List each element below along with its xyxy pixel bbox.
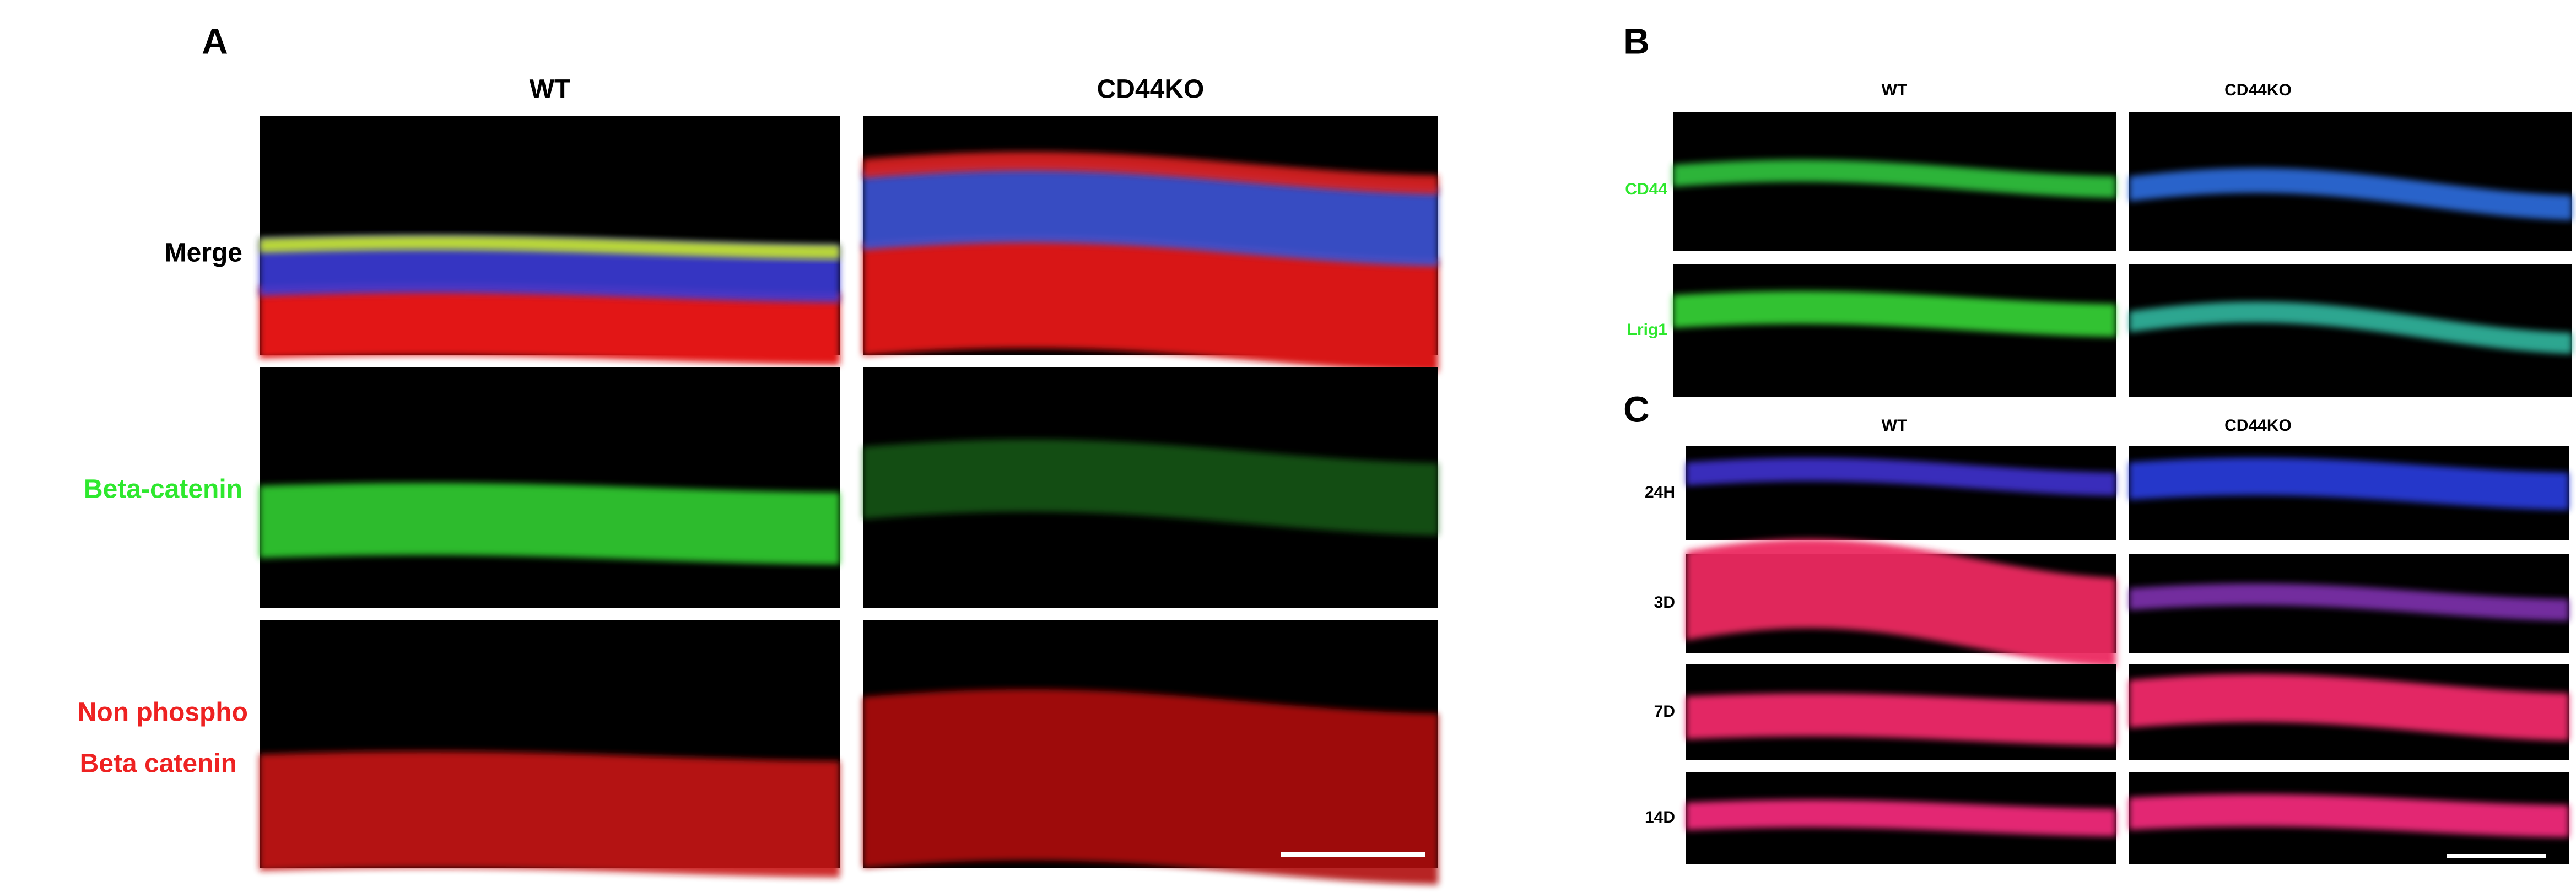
column-header: CD44KO: [1097, 75, 1205, 104]
panel-label: C: [1623, 388, 1650, 429]
column-header: WT: [530, 75, 571, 104]
column-header: CD44KO: [2224, 81, 2292, 99]
tissue-layer: [260, 235, 840, 260]
row-label: Beta-catenin: [84, 475, 242, 504]
tissue-layer: [863, 439, 1438, 536]
tissue-layer: [2129, 167, 2572, 220]
tissue-layer: [1673, 159, 2116, 198]
tissue-layer: [2129, 457, 2569, 510]
row-label: CD44: [1625, 180, 1667, 198]
row-label: 7D: [1654, 702, 1675, 721]
tissue-layer: [260, 751, 840, 878]
row-label: Non phospho: [78, 698, 248, 727]
tissue-layer: [1686, 539, 2116, 668]
tissue-layer: [2129, 674, 2569, 741]
row-label: 24H: [1645, 483, 1675, 501]
tissue-layer: [2129, 794, 2569, 838]
tissue-layer: [1686, 457, 2116, 496]
tissue-layer: [863, 164, 1438, 267]
tissue-layer: [260, 483, 840, 565]
tissue-layer: [863, 235, 1438, 372]
tissue-layer: [863, 152, 1438, 194]
column-header: CD44KO: [2224, 417, 2292, 435]
row-label: 14D: [1645, 808, 1675, 826]
row-label: Beta catenin: [80, 749, 237, 779]
tissue-layer: [1686, 693, 2116, 746]
tissue-layer: [260, 283, 840, 365]
column-header: WT: [1882, 417, 1908, 435]
tissue-layer: [2129, 301, 2572, 354]
micrographs: [260, 112, 2572, 885]
tissue-layer: [1673, 291, 2116, 337]
tissue-layer: [2129, 583, 2569, 621]
panel-label: B: [1623, 20, 1650, 61]
panel-label: A: [202, 20, 228, 61]
row-label: Lrig1: [1627, 321, 1667, 339]
column-header: WT: [1882, 81, 1908, 99]
row-label: 3D: [1654, 593, 1675, 612]
row-label: Merge: [165, 239, 242, 268]
tissue-layer: [1686, 799, 2116, 837]
tissue-layer: [863, 689, 1438, 885]
